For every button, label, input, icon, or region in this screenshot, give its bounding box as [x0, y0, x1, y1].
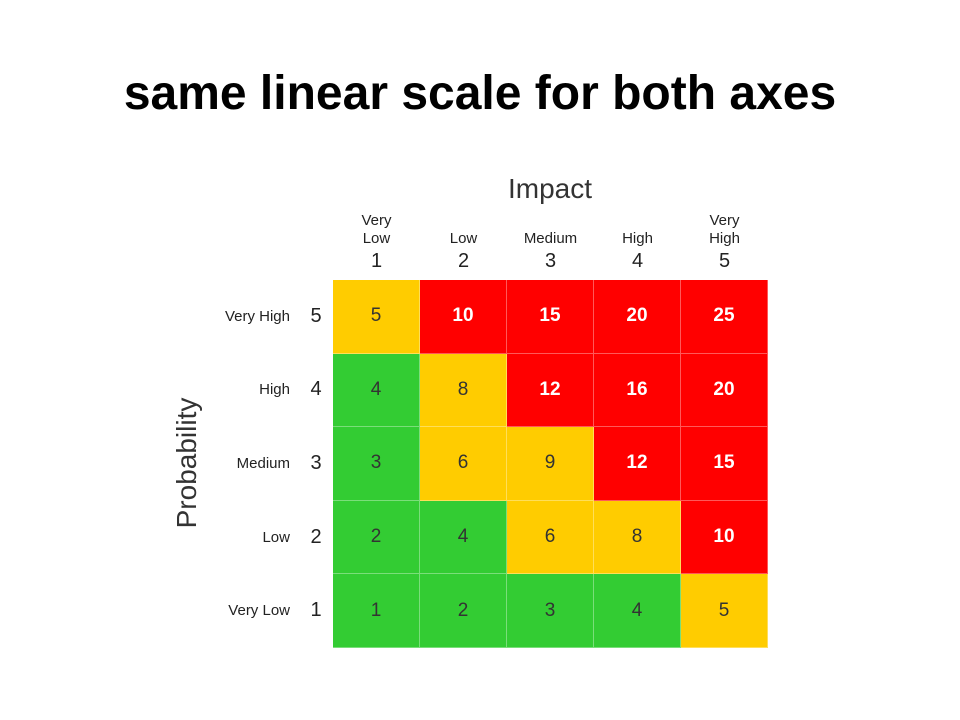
matrix-cell: 2: [333, 500, 420, 575]
column-number: 3: [544, 250, 557, 272]
matrix-cell: 10: [420, 280, 507, 354]
matrix-cell: 12: [594, 427, 681, 501]
matrix-cell: 10: [681, 500, 768, 575]
matrix-cell: 15: [681, 427, 768, 501]
matrix-cell: 6: [420, 427, 507, 501]
matrix-cell: 3: [333, 427, 420, 501]
matrix-cell: 20: [681, 353, 768, 428]
row-label: Very High: [224, 307, 290, 325]
column-label: Low: [449, 230, 478, 247]
row-number: 1: [310, 599, 322, 622]
column-number: 4: [631, 250, 644, 272]
matrix-cell: 15: [507, 280, 594, 354]
row-label: Very Low: [228, 602, 290, 620]
matrix-cell: 5: [333, 280, 420, 354]
matrix-cell: 1: [333, 574, 420, 648]
row-label: High: [259, 381, 290, 399]
row-number: 4: [310, 378, 322, 401]
matrix-cell: 8: [420, 353, 507, 428]
row-number: 3: [310, 452, 322, 474]
matrix-cell: 6: [507, 500, 594, 575]
column-label: Medium: [523, 230, 578, 247]
matrix-cell: 8: [594, 500, 681, 575]
matrix-cell: 4: [420, 500, 507, 575]
column-label: Very Low: [361, 212, 392, 247]
matrix-cell: 4: [594, 574, 681, 648]
row-label: Low: [262, 528, 290, 546]
x-axis-title: Impact: [507, 173, 593, 204]
matrix-cell: 2: [420, 574, 507, 648]
column-label: High: [622, 230, 653, 247]
matrix-cell: 4: [333, 353, 420, 428]
matrix-cell: 5: [681, 574, 768, 648]
column-number: 1: [370, 250, 383, 272]
column-number: 2: [457, 250, 470, 272]
row-label: Medium: [236, 455, 290, 472]
row-number: 2: [310, 525, 322, 548]
slide-title: same linear scale for both axes: [123, 67, 837, 120]
column-label: Very High: [709, 212, 740, 247]
column-number: 5: [718, 250, 731, 272]
matrix-cell: 12: [507, 353, 594, 428]
matrix-cell: 25: [681, 280, 768, 354]
matrix-cell: 3: [507, 574, 594, 648]
matrix-cell: 16: [594, 353, 681, 428]
matrix-cell: 20: [594, 280, 681, 354]
matrix-cell: 9: [507, 427, 594, 501]
row-number: 5: [310, 304, 322, 327]
